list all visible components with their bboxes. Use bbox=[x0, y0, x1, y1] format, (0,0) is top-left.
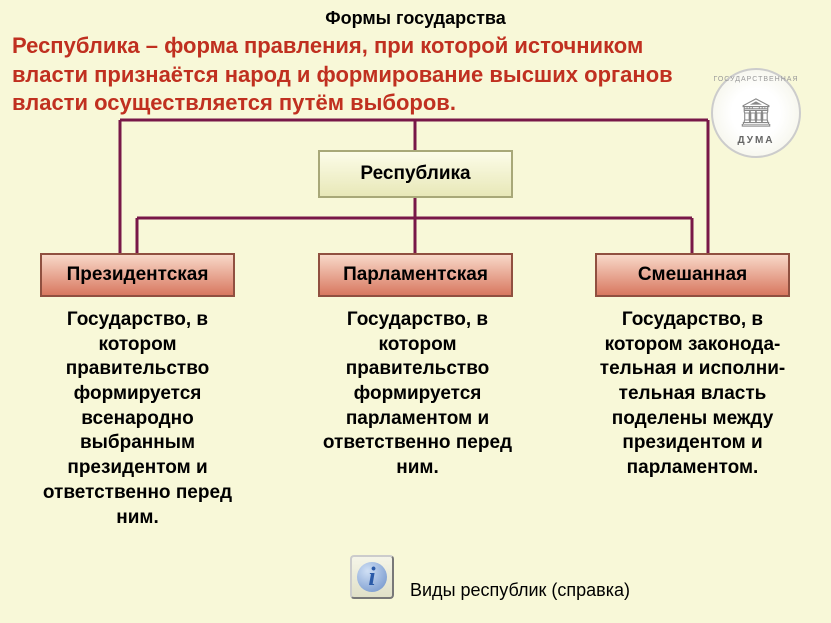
child-description: Государство, в котором правительство фор… bbox=[30, 308, 245, 530]
root-node-republic: Республика bbox=[318, 150, 513, 198]
emblem-bottom-label: ДУМА bbox=[737, 135, 774, 146]
child-node-label: Смешанная bbox=[638, 264, 747, 286]
child-node: Смешанная bbox=[595, 253, 790, 297]
child-node-label: Президентская bbox=[67, 264, 209, 286]
footer-caption: Виды республик (справка) bbox=[410, 580, 630, 601]
duma-emblem: ГОСУДАРСТВЕННАЯ 🏛 ДУМА bbox=[711, 68, 811, 153]
building-icon: 🏛 bbox=[738, 99, 774, 127]
root-node-label: Республика bbox=[360, 163, 470, 185]
definition-text: Республика – форма правления, при которо… bbox=[12, 32, 712, 118]
child-description: Государство, в котором правительство фор… bbox=[310, 308, 525, 481]
info-icon-glyph: i bbox=[357, 562, 387, 592]
info-icon[interactable]: i bbox=[350, 555, 394, 599]
child-node: Парламентская bbox=[318, 253, 513, 297]
emblem-top-label: ГОСУДАРСТВЕННАЯ bbox=[713, 76, 798, 83]
child-description: Государство, в котором законода-тельная … bbox=[585, 308, 800, 481]
child-node: Президентская bbox=[40, 253, 235, 297]
child-node-label: Парламентская bbox=[343, 264, 488, 286]
page-title: Формы государства bbox=[0, 8, 831, 29]
